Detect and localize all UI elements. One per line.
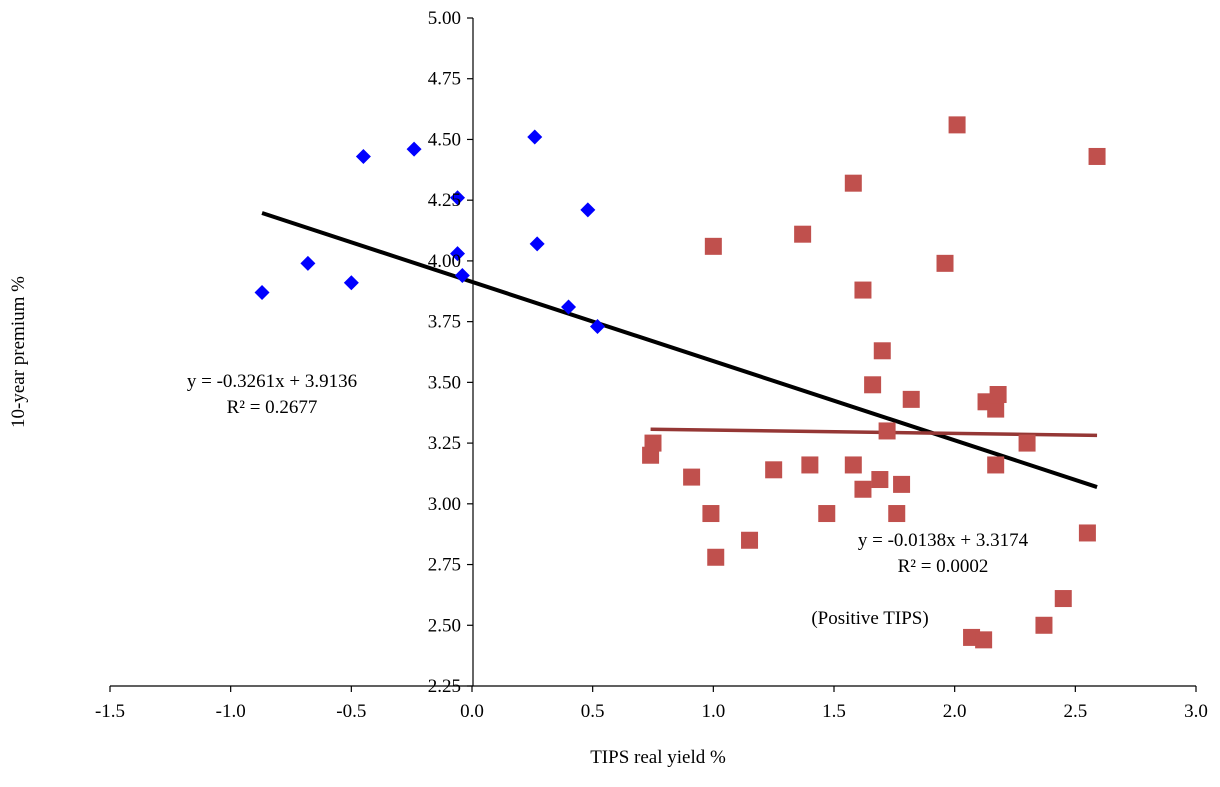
data-point-square [644,434,662,452]
data-point-diamond [300,255,316,271]
data-point-square [989,386,1007,404]
y-axis-title: 10-year premium % [8,276,29,428]
data-point-square [1078,524,1096,542]
data-point-square [702,505,720,523]
data-point-square [844,456,862,474]
x-tick-label: 1.5 [822,701,846,722]
y-tick-label: 2.75 [428,555,461,576]
data-point-square [794,225,812,243]
data-point-square [844,174,862,192]
trendline-2 [650,427,1098,438]
y-tick-label: 4.75 [428,69,461,90]
data-point-square [683,468,701,486]
x-axis-title: TIPS real yield % [590,747,726,768]
data-points [254,116,1106,649]
x-tick-label: -1.5 [95,701,125,722]
data-point-square [878,422,896,440]
y-tick-label: 5.00 [428,8,461,29]
data-point-diamond [343,275,359,291]
data-point-diamond [454,267,470,283]
y-tick-label: 2.50 [428,615,461,636]
x-tick-label: 0.5 [581,701,605,722]
x-tick-label: 2.0 [943,701,967,722]
data-point-square [888,505,906,523]
data-point-diamond [527,129,543,145]
data-point-square [902,390,920,408]
data-point-diamond [450,246,466,262]
equation-1-line-1: y = -0.3261x + 3.9136 [187,371,357,392]
y-tick-label: 3.25 [428,433,461,454]
equation-2-line-1: y = -0.0138x + 3.3174 [858,530,1029,551]
y-tick-label: 4.00 [428,251,461,272]
data-point-square [864,376,882,394]
data-point-square [893,475,911,493]
data-point-diamond [450,190,466,206]
x-tick-label: 1.0 [701,701,725,722]
x-tick-label: -1.0 [216,701,246,722]
axes [109,17,1197,692]
data-point-square [1035,616,1053,634]
data-point-square [765,461,783,479]
data-point-square [987,456,1005,474]
data-point-square [854,281,872,299]
data-point-square [818,505,836,523]
y-tick-label: 3.75 [428,312,461,333]
data-point-diamond [561,299,577,315]
equation-2-line-2: R² = 0.0002 [898,556,989,577]
data-point-square [854,480,872,498]
data-point-square [948,116,966,134]
x-tick-label: 3.0 [1184,701,1208,722]
data-point-square [1088,147,1106,165]
data-point-square [741,531,759,549]
y-tick-label: 3.00 [428,494,461,515]
equation-1-line-2: R² = 0.2677 [227,397,318,418]
y-tick-label: 4.25 [428,190,461,211]
data-point-diamond [580,202,596,218]
data-point-square [801,456,819,474]
y-tick-label: 3.50 [428,372,461,393]
data-point-square [704,237,722,255]
data-point-diamond [589,318,605,334]
data-point-square [707,548,725,566]
data-point-diamond [406,141,422,157]
data-point-square [975,631,993,649]
y-tick-label: 2.25 [428,676,461,697]
tick-labels: -1.5 -1.0 -0.5 0.0 0.5 1.0 1.5 2.0 2.5 3.0 2.25 2.5… [95,8,1208,722]
data-point-diamond [529,236,545,252]
x-tick-label: 0.0 [460,701,484,722]
x-tick-label: -0.5 [336,701,366,722]
data-point-square [873,342,891,360]
positive-tips-label: (Positive TIPS) [811,608,928,629]
data-point-square [871,471,889,489]
trendline-1 [261,211,1098,489]
data-point-square [936,254,954,272]
trendlines [261,211,1098,489]
y-tick-label: 4.50 [428,129,461,150]
data-point-square [987,400,1005,418]
data-point-diamond [355,148,371,164]
data-point-diamond [254,284,270,300]
data-point-square [1054,590,1072,608]
x-tick-label: 2.5 [1063,701,1087,722]
data-point-square [1018,434,1036,452]
